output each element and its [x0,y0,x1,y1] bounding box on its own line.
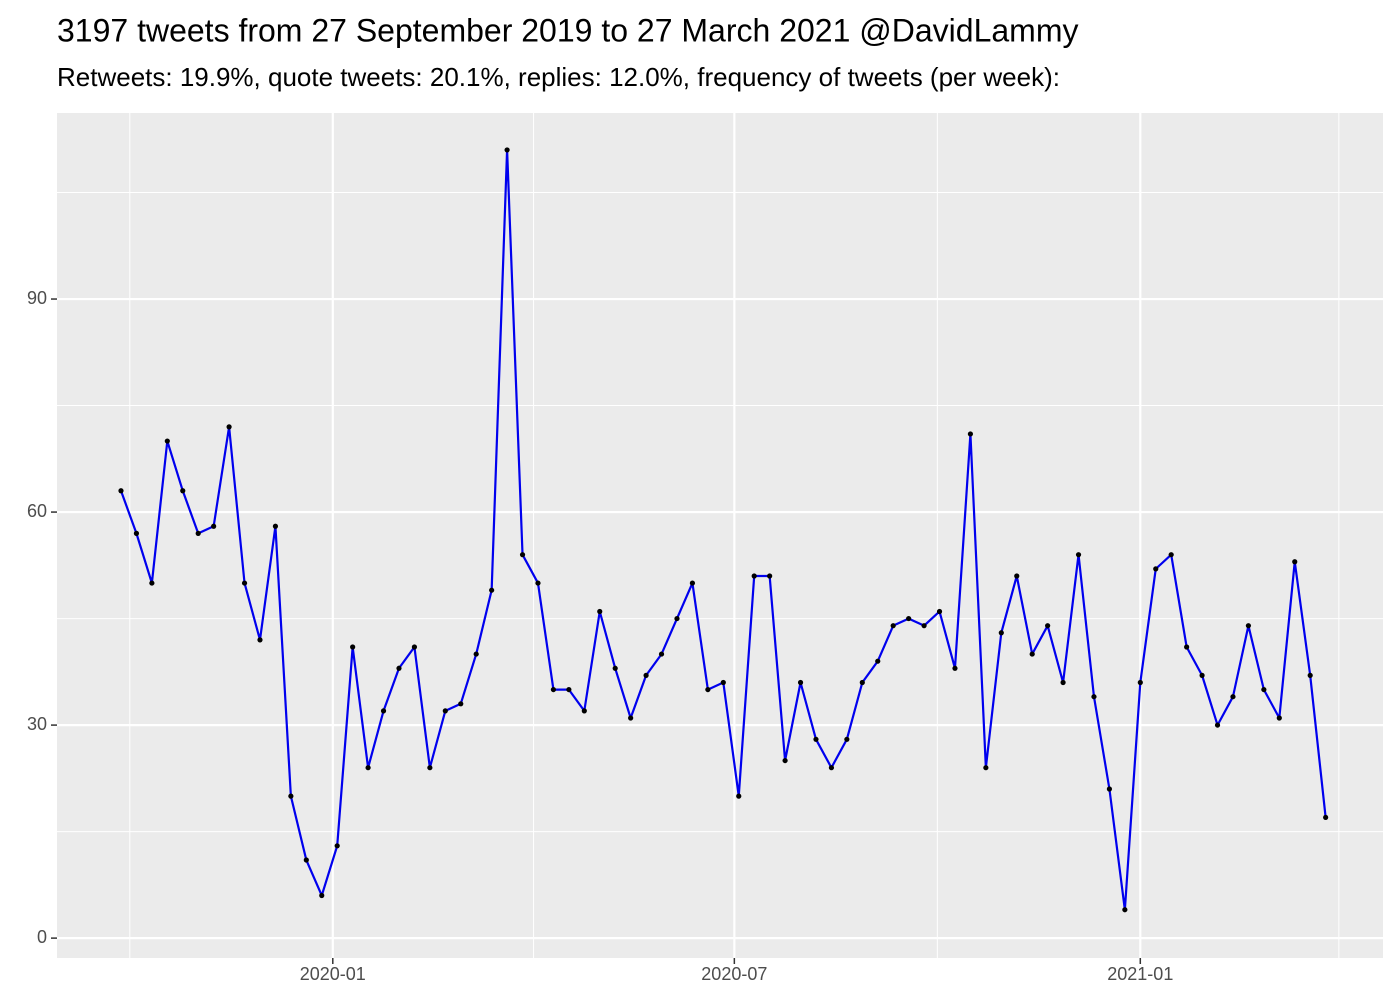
data-point [180,488,186,494]
data-point [257,637,263,643]
y-tick-label: 0 [37,927,47,947]
data-point [411,644,418,650]
data-point [643,672,649,678]
x-tick-label: 2021-01 [1107,964,1173,984]
data-point [1153,566,1159,572]
data-point [1307,672,1313,678]
data-point [967,431,974,437]
data-point [952,665,958,671]
data-point [689,580,696,586]
data-point [1091,694,1097,700]
data-point [1261,686,1267,693]
data-point [736,793,742,799]
data-point [612,665,618,671]
y-tick-label: 60 [27,501,47,521]
data-point [782,757,788,764]
data-point [628,715,634,721]
data-point [504,147,510,153]
data-point [380,708,387,714]
data-point [211,523,217,529]
data-point [1045,623,1051,629]
data-point [396,665,402,671]
data-point [767,573,773,579]
y-tick-label: 90 [27,288,47,308]
data-point [751,573,757,579]
data-point [164,438,170,444]
data-point [1199,672,1205,678]
data-point [489,587,495,593]
data-point [1168,552,1174,558]
data-point [1214,722,1221,728]
data-point [1245,623,1252,629]
data-point [566,686,572,693]
data-point [921,623,927,629]
data-point [133,530,140,536]
data-point [813,736,819,742]
data-point [118,488,124,494]
data-point [674,615,680,622]
data-point [519,552,526,558]
data-point [272,523,279,529]
data-point [473,651,479,657]
data-point [844,736,850,742]
data-point [658,651,665,657]
y-tick-label: 30 [27,714,47,734]
data-point [998,630,1004,636]
data-point [597,608,603,615]
plot-panel [57,113,1383,958]
data-point [906,615,912,622]
data-point [458,701,464,707]
data-point [859,679,865,686]
data-point [1122,907,1128,913]
data-point [983,765,989,771]
data-point [890,623,896,629]
data-point [350,644,356,650]
data-point [1230,694,1236,700]
data-point [1106,786,1113,792]
data-point [365,765,371,771]
data-point [581,708,587,714]
data-point [241,580,248,586]
chart-subtitle: Retweets: 19.9%, quote tweets: 20.1%, re… [57,62,1060,92]
data-point [1323,814,1329,821]
data-point [226,424,232,430]
x-tick-label: 2020-01 [300,964,366,984]
data-point [1029,651,1035,657]
data-point [288,793,294,799]
data-point [705,686,711,693]
data-point [319,892,325,899]
data-point [1276,715,1282,721]
data-point [1137,679,1143,686]
data-point [828,765,835,771]
data-point [720,679,726,686]
data-point [303,857,309,863]
data-point [1060,679,1066,686]
data-point [535,580,541,586]
data-point [1292,559,1298,565]
data-point [1075,552,1082,558]
data-point [797,679,804,686]
chart-title: 3197 tweets from 27 September 2019 to 27… [57,12,1078,48]
data-point [427,765,433,771]
data-point [334,843,340,849]
x-tick-label: 2020-07 [701,964,767,984]
data-point [149,580,155,586]
data-point [442,708,448,714]
data-point [195,530,201,536]
data-point [875,658,881,664]
data-point [1184,644,1190,650]
data-point [550,686,557,693]
data-point [936,608,943,615]
data-point [1014,573,1020,579]
